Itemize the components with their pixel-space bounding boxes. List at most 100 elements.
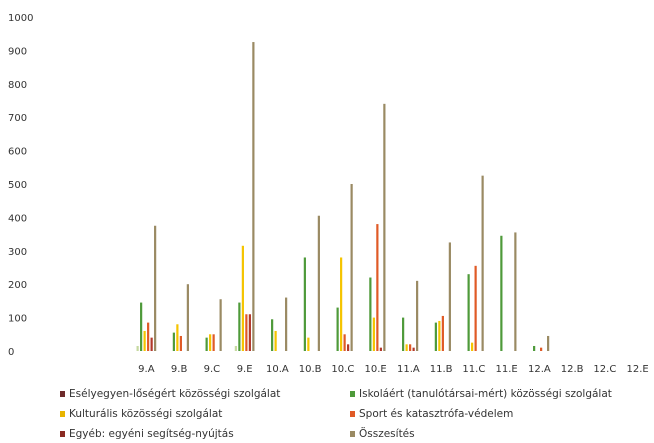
bar — [350, 184, 353, 351]
legend: Esélyegyen-lőségért közösségi szolgálat … — [60, 386, 650, 442]
bar — [379, 347, 382, 351]
bar — [179, 335, 182, 351]
legend-item: Összesítés — [350, 426, 640, 442]
bar — [376, 224, 379, 351]
bar — [136, 345, 139, 351]
bar — [547, 335, 550, 351]
bar — [540, 347, 543, 351]
bar — [343, 334, 346, 351]
x-tick-label: 10.E — [365, 364, 387, 375]
bar — [467, 274, 470, 351]
legend-item: Sport és katasztrófa-védelem — [350, 406, 640, 422]
x-tick-label: 11.B — [430, 364, 453, 375]
x-tick-label: 12.A — [528, 364, 551, 375]
legend-label: Kulturális közösségi szolgálat — [69, 408, 223, 420]
x-tick-label: 9.E — [237, 364, 253, 375]
y-tick-label: 1000 — [8, 13, 33, 24]
legend-swatch — [350, 391, 355, 397]
bar — [514, 232, 517, 351]
bar — [209, 334, 212, 351]
bar — [150, 337, 153, 351]
bars — [136, 42, 550, 352]
x-tick-label: 12.C — [593, 364, 616, 375]
bar — [412, 347, 415, 351]
x-tick-label: 9.A — [138, 364, 155, 375]
bar — [248, 314, 251, 351]
bar — [500, 235, 503, 351]
x-tick-label: 12.B — [561, 364, 584, 375]
x-tick-label: 12.E — [627, 364, 649, 375]
bar — [481, 175, 484, 351]
bar — [271, 319, 274, 351]
x-tick-label: 10.B — [299, 364, 322, 375]
legend-item: Esélyegyen-lőségért közösségi szolgálat — [60, 386, 350, 402]
legend-item: Egyéb: egyéni segítség-nyújtás — [60, 426, 350, 442]
y-tick-label: 900 — [8, 46, 27, 57]
bar — [347, 344, 350, 351]
bar — [238, 302, 241, 351]
bar — [285, 297, 288, 351]
legend-label: Összesítés — [359, 428, 415, 440]
bar — [186, 284, 189, 351]
y-tick-label: 600 — [8, 147, 27, 158]
bar — [471, 342, 474, 351]
bar — [340, 257, 343, 351]
x-tick-label: 9.B — [171, 364, 188, 375]
x-tick-label: 11.A — [397, 364, 420, 375]
bar — [205, 337, 208, 351]
bar — [438, 320, 441, 351]
y-tick-label: 100 — [8, 314, 27, 325]
y-tick-label: 200 — [8, 280, 27, 291]
legend-label: Esélyegyen-lőségért közösségi szolgálat — [69, 388, 281, 400]
x-axis: 9.A 9.B 9.C 9.E 10.A 10.B 10.C 10.E 11.A 11.B 11.C… — [138, 364, 649, 375]
legend-item: Iskoláért (tanulótársai-mért) közösségi … — [350, 386, 640, 402]
x-tick-label: 10.A — [266, 364, 289, 375]
bar — [441, 315, 444, 351]
bar — [448, 242, 451, 351]
bar — [303, 257, 306, 351]
bar — [140, 302, 143, 351]
bar — [143, 330, 146, 351]
legend-item: Kulturális közösségi szolgálat — [60, 406, 350, 422]
bar — [172, 332, 175, 351]
bar — [409, 344, 412, 351]
bar — [241, 245, 244, 351]
legend-swatch — [350, 431, 355, 437]
bar — [434, 322, 437, 351]
legend-label: Egyéb: egyéni segítség-nyújtás — [69, 428, 234, 440]
bar — [383, 103, 386, 351]
bar — [147, 322, 150, 351]
bar — [219, 299, 222, 351]
bar — [234, 345, 237, 351]
bar — [336, 307, 339, 351]
bar — [154, 225, 157, 351]
bar — [474, 265, 477, 351]
bar — [212, 334, 215, 351]
bar — [369, 277, 372, 351]
legend-swatch — [60, 431, 65, 437]
bar — [274, 330, 277, 351]
bar — [405, 344, 408, 351]
y-axis: 0 100 200 300 400 500 600 700 800 900 1000 — [8, 13, 33, 358]
legend-swatch — [60, 391, 65, 397]
bar — [245, 314, 248, 351]
x-tick-label: 11.E — [496, 364, 518, 375]
x-tick-label: 9.C — [204, 364, 221, 375]
legend-swatch — [350, 411, 355, 417]
legend-label: Iskoláért (tanulótársai-mért) közösségi … — [359, 388, 612, 400]
bar — [176, 324, 179, 351]
bar — [252, 42, 255, 352]
y-tick-label: 800 — [8, 80, 27, 91]
y-tick-label: 0 — [8, 347, 14, 358]
bar — [402, 317, 405, 351]
legend-swatch — [60, 411, 65, 417]
bar — [317, 215, 320, 351]
legend-label: Sport és katasztrófa-védelem — [359, 408, 514, 420]
x-tick-label: 10.C — [331, 364, 354, 375]
y-tick-label: 700 — [8, 113, 27, 124]
y-tick-label: 400 — [8, 213, 27, 224]
y-tick-label: 300 — [8, 247, 27, 258]
bar — [533, 345, 536, 351]
bar — [416, 280, 419, 351]
